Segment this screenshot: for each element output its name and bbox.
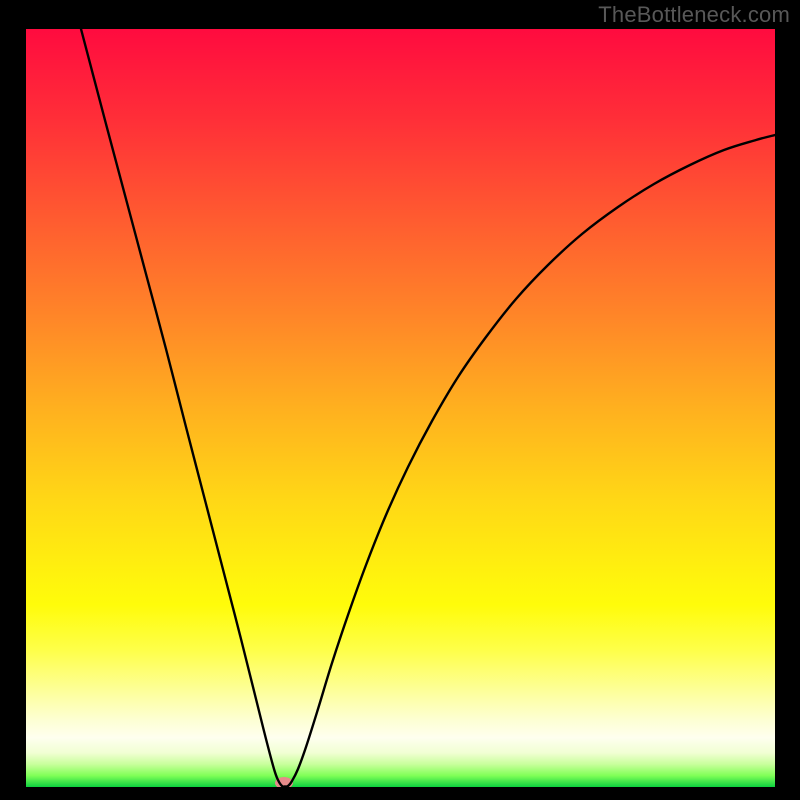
chart-canvas: TheBottleneck.com [0, 0, 800, 800]
bottleneck-plot [26, 29, 775, 787]
watermark-label: TheBottleneck.com [598, 2, 790, 28]
